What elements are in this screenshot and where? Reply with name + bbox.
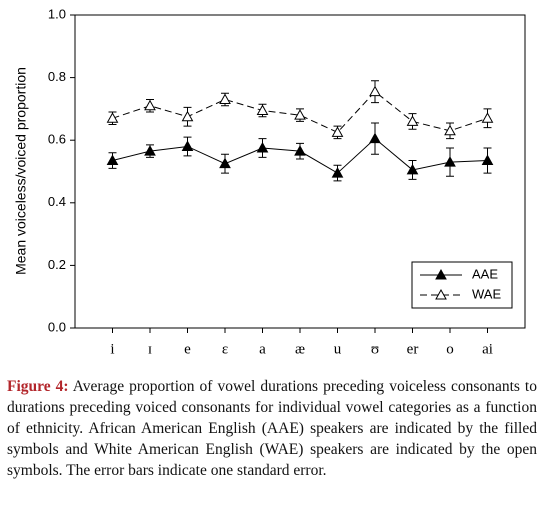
y-axis-label: Mean voiceless/voiced proportion xyxy=(13,67,29,275)
y-tick-label: 0.8 xyxy=(48,69,66,84)
marker xyxy=(331,126,344,137)
x-tick-label: a xyxy=(259,341,266,357)
marker xyxy=(219,157,231,169)
y-tick-label: 0.4 xyxy=(48,194,66,209)
marker xyxy=(294,145,306,156)
marker xyxy=(181,110,194,122)
x-tick-label: ɪ xyxy=(148,341,152,357)
legend-marker xyxy=(435,268,447,280)
x-tick-label: æ xyxy=(295,341,305,357)
legend-box xyxy=(411,261,513,309)
caption-text: Average proportion of vowel durations pr… xyxy=(7,378,537,479)
marker xyxy=(481,112,494,123)
series-line xyxy=(112,91,488,133)
marker xyxy=(144,145,156,156)
marker xyxy=(481,154,494,166)
marker xyxy=(219,93,231,105)
y-tick-label: 1.0 xyxy=(48,6,66,21)
legend-label: WAE xyxy=(472,286,501,301)
x-tick-label: e xyxy=(184,341,191,357)
marker xyxy=(256,141,269,153)
x-tick-label: ai xyxy=(482,341,493,357)
x-tick-label: o xyxy=(446,341,454,357)
x-tick-label: er xyxy=(407,341,419,357)
marker xyxy=(444,156,456,167)
marker xyxy=(106,112,119,123)
x-tick-label: i xyxy=(110,341,114,357)
marker xyxy=(144,99,156,111)
marker xyxy=(106,154,119,166)
marker xyxy=(406,163,419,175)
x-tick-label: u xyxy=(334,341,342,357)
marker xyxy=(444,124,456,136)
legend-marker xyxy=(435,288,447,300)
caption: Figure 4: Average proportion of vowel du… xyxy=(7,376,537,481)
marker xyxy=(406,115,419,126)
x-tick-label: ʊ xyxy=(371,341,379,357)
marker xyxy=(369,132,381,144)
marker xyxy=(256,104,269,115)
chart: Mean voiceless/voiced proportion 0.0 0.2 0… xyxy=(13,6,526,357)
y-tick-label: 0.2 xyxy=(48,257,66,272)
y-tick-label: 0.6 xyxy=(48,132,66,147)
marker xyxy=(181,140,194,151)
marker xyxy=(294,109,306,120)
marker xyxy=(331,167,344,178)
marker xyxy=(369,85,381,97)
caption-label: Figure 4: xyxy=(7,378,69,395)
x-tick-label: ɛ xyxy=(222,341,228,357)
y-tick-label: 0.0 xyxy=(48,319,66,334)
legend-label: AAE xyxy=(472,266,498,281)
